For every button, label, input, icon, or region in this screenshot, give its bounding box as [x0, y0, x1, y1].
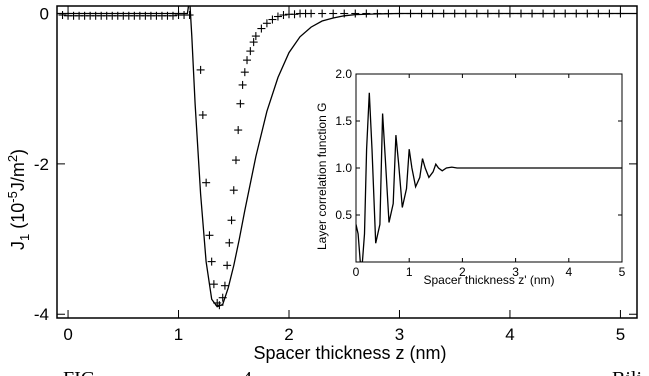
main-x-axis-label: Spacer thickness z (nm)	[253, 343, 446, 363]
caption-fragment: FIG 4 Bili	[63, 368, 642, 376]
main-data-point	[209, 280, 218, 289]
main-data-point	[616, 9, 625, 18]
main-plot-frame	[56, 5, 638, 319]
main-data-point	[318, 9, 327, 18]
main-data-point	[243, 56, 252, 65]
main-data-point	[406, 9, 415, 18]
main-data-point	[395, 9, 404, 18]
main-data-point	[185, 11, 194, 20]
main-data-point	[417, 9, 426, 18]
main-data-point	[290, 10, 299, 19]
main-data-point	[58, 11, 67, 20]
main-data-point	[561, 9, 570, 18]
main-data-point	[472, 9, 481, 18]
inset-plot: 0 1 2 3 4 5 0.5 1.0 1.5 2.0 Spacer thickness z' (…	[315, 67, 626, 287]
main-data-point	[461, 9, 470, 18]
inset-y-tick-label: 1.5	[335, 114, 352, 128]
main-data-point	[483, 9, 492, 18]
main-data-point	[238, 80, 247, 89]
main-data-point	[594, 9, 603, 18]
main-data-point	[207, 257, 216, 266]
main-data-point	[240, 68, 249, 77]
inset-x-tick-label: 2	[459, 265, 466, 279]
main-data-point	[169, 11, 177, 20]
inset-x-tick-label: 5	[619, 265, 626, 279]
inset-y-tick-label: 0.5	[335, 208, 352, 222]
main-data-point	[202, 178, 211, 187]
main-data-point	[246, 47, 255, 56]
main-data-point	[362, 9, 371, 18]
main-data-point	[236, 99, 245, 108]
main-data-point	[572, 9, 581, 18]
main-data-point	[583, 9, 592, 18]
main-data-point	[220, 281, 229, 290]
main-data-point	[262, 19, 271, 28]
inset-x-tick-label: 4	[565, 265, 572, 279]
main-y-axis-label: J1 (10-5J/m2)	[5, 149, 32, 250]
main-data-point	[340, 9, 349, 18]
main-x-tick-label: 0	[63, 325, 72, 344]
main-data-point	[329, 9, 338, 18]
main-data-point	[234, 126, 243, 135]
main-data-point	[205, 231, 214, 240]
main-data-point	[268, 15, 277, 24]
main-data-point	[249, 38, 258, 47]
main-series	[57, 6, 637, 310]
inset-x-tick-label: 1	[406, 265, 413, 279]
main-y-tick-label: -4	[34, 305, 49, 324]
main-data-point	[215, 301, 224, 310]
main-data-point	[428, 9, 437, 18]
main-data-point	[550, 9, 559, 18]
inset-x-axis-label: Spacer thickness z' (nm)	[424, 273, 555, 287]
main-data-point	[517, 9, 525, 18]
main-data-point	[307, 9, 316, 18]
main-plot: 0 1 2 3 4 5 0 -2 -4 Spacer thickness z (nm) J1 (…	[5, 5, 638, 363]
main-data-point	[384, 9, 393, 18]
main-data-point	[218, 293, 227, 302]
main-data-point	[373, 9, 382, 18]
caption-text-left: FIG	[63, 368, 95, 376]
main-y-tick-label: -2	[34, 155, 49, 174]
main-data-point	[223, 261, 232, 270]
main-x-tick-label: 2	[284, 325, 293, 344]
inset-y-tick-label: 1.0	[335, 161, 352, 175]
main-data-point	[279, 11, 288, 20]
main-x-tick-label: 1	[174, 325, 183, 344]
main-data-point	[251, 32, 260, 41]
main-data-point	[494, 9, 503, 18]
main-data-point	[605, 9, 614, 18]
main-data-point	[225, 238, 234, 247]
main-data-point	[539, 9, 548, 18]
inset-ticks: 0 1 2 3 4 5 0.5 1.0 1.5 2.0	[335, 67, 625, 279]
main-x-tick-label: 3	[395, 325, 404, 344]
main-data-point	[231, 156, 240, 165]
main-data-point	[196, 65, 205, 74]
main-data-point	[229, 186, 238, 195]
main-x-tick-label: 4	[505, 325, 514, 344]
main-data-point	[257, 24, 266, 33]
main-data-point	[528, 9, 537, 18]
main-y-tick-label: 0	[40, 5, 49, 24]
main-data-point	[450, 9, 459, 18]
main-data-point	[505, 9, 514, 18]
main-data-point	[439, 9, 448, 18]
inset-series	[356, 92, 622, 262]
main-data-point	[198, 111, 207, 120]
inset-x-tick-label: 3	[512, 265, 519, 279]
caption-text-right: Bili	[612, 368, 642, 376]
inset-x-tick-label: 0	[353, 265, 360, 279]
main-data-point	[227, 216, 236, 225]
inset-y-tick-label: 2.0	[335, 67, 352, 81]
main-data-point	[351, 9, 360, 18]
caption-text-mid: 4	[242, 368, 252, 376]
main-data-point	[273, 12, 282, 21]
inset-series-line	[356, 92, 622, 262]
inset-y-axis-label: Layer correlation function G	[315, 103, 329, 250]
main-x-tick-label: 5	[616, 325, 625, 344]
